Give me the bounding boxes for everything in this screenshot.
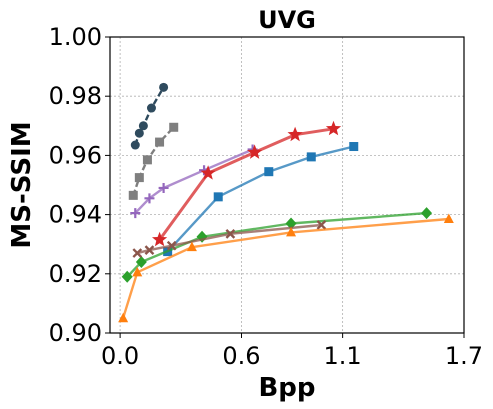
data-point [152, 231, 168, 247]
x-tick-label: 0.0 [101, 342, 139, 370]
data-point [264, 167, 274, 177]
y-tick-label: 0.94 [49, 201, 102, 229]
data-point [225, 228, 236, 239]
data-point [158, 182, 169, 193]
data-point [443, 213, 454, 224]
series [121, 207, 433, 283]
data-point [316, 220, 327, 230]
series [118, 213, 454, 323]
series-line [134, 148, 254, 214]
series [152, 120, 342, 247]
data-point [132, 266, 143, 277]
data-point [132, 248, 143, 258]
data-point [213, 192, 223, 202]
data-point [142, 155, 152, 165]
x-axis-label: Bpp [258, 373, 315, 403]
data-point [138, 121, 148, 131]
data-point [286, 226, 297, 237]
data-point [130, 140, 140, 150]
series-layer [118, 82, 454, 323]
data-point [134, 128, 144, 138]
data-point [247, 144, 263, 159]
data-point [155, 137, 165, 147]
series [128, 122, 179, 200]
data-point [349, 142, 359, 152]
y-tick-label: 1.00 [49, 23, 102, 51]
data-point [146, 103, 156, 113]
data-point [186, 241, 197, 252]
data-point [121, 270, 133, 283]
y-tick-label: 0.98 [49, 82, 102, 110]
ticks: 0.0 0.6 1.1 1.7 0.90 0.92 0.94 0.96 0.98 1.00 [49, 23, 484, 370]
data-point [134, 173, 144, 183]
data-point [144, 245, 155, 255]
data-point [325, 120, 342, 136]
data-point [169, 122, 179, 132]
data-point [130, 208, 141, 219]
y-tick-label: 0.92 [49, 260, 102, 288]
x-tick-label: 1.7 [445, 342, 483, 370]
x-tick-label: 1.1 [324, 342, 362, 370]
y-tick-label: 0.90 [49, 319, 102, 347]
plot-frame [109, 36, 465, 334]
chart-title: UVG [258, 6, 316, 34]
data-point [166, 240, 177, 251]
y-axis-label: MS-SSIM [7, 121, 37, 248]
y-tick-label: 0.96 [49, 141, 102, 169]
data-point [421, 207, 433, 220]
series [132, 220, 327, 258]
data-point [118, 312, 129, 323]
data-point [306, 152, 316, 162]
data-point [144, 193, 155, 204]
data-point [200, 165, 216, 180]
series-line [121, 217, 449, 319]
series [163, 142, 359, 257]
data-point [287, 126, 303, 142]
x-tick-label: 0.6 [222, 342, 260, 370]
data-point [135, 255, 147, 268]
data-point [128, 190, 138, 200]
data-point [159, 82, 169, 92]
series [130, 82, 169, 150]
